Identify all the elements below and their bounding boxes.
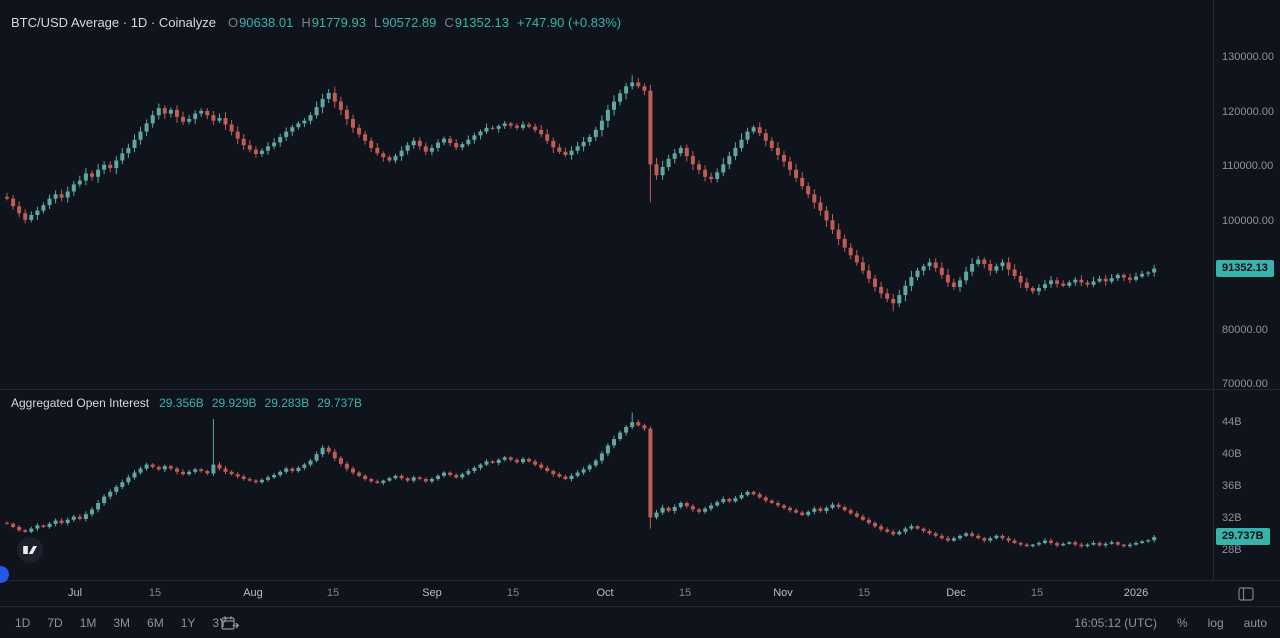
oi-value: 29.737B (317, 396, 362, 410)
drawing-toolbar-toggle[interactable] (0, 566, 9, 583)
range-button-6m[interactable]: 6M (147, 616, 164, 630)
ohlc-value: 90638.01 (239, 15, 294, 30)
time-axis-label: 15 (506, 587, 520, 599)
time-axis-label: 15 (857, 587, 871, 599)
axis-tick-label: 36B (1222, 480, 1242, 492)
axis-tick-label: 100000.00 (1222, 214, 1274, 227)
main-chart-legend: BTC/USD Average · 1D · Coinalyze O90638.… (11, 15, 621, 30)
oi-legend: Aggregated Open Interest 29.356B 29.929B 2… (11, 396, 362, 410)
time-axis-label: Jul (67, 587, 83, 599)
main-price-pane[interactable] (0, 0, 1213, 390)
time-axis-label: 15 (148, 587, 162, 599)
time-axis-label: 15 (1030, 587, 1044, 599)
axis-settings-icon[interactable] (1238, 587, 1254, 606)
time-axis-label: 2026 (1123, 587, 1149, 599)
range-button-1m[interactable]: 1M (79, 616, 97, 630)
ohlc-value: 91352.13 (454, 15, 510, 30)
ohlc-key: C (444, 15, 454, 30)
bottom-toolbar: 1D 7D 1M 3M 6M 1Y 3Y 16:05:12 (UTC)% log auto (0, 606, 1280, 638)
oi-last-value-badge: 29.737B (1216, 528, 1270, 545)
symbol-title[interactable]: BTC/USD Average · 1D · Coinalyze (11, 15, 216, 30)
open-interest-pane[interactable] (0, 390, 1213, 580)
axis-tick-label: 32B (1222, 512, 1242, 524)
go-to-date-icon[interactable] (221, 607, 239, 638)
percent-scale-button[interactable]: % (1176, 616, 1188, 630)
time-axis-label: Sep (422, 587, 442, 599)
axis-tick-label: 130000.00 (1222, 51, 1274, 63)
axis-tick-label: 110000.00 (1222, 160, 1274, 172)
log-scale-button[interactable]: log (1207, 616, 1224, 630)
price-scale-axis[interactable]: 130000.00 120000.00 110000.00 100000.00 8000… (1213, 0, 1280, 580)
time-axis-label: Nov (773, 587, 793, 599)
ohlc-key: O (227, 15, 239, 30)
axis-tick-label: 44B (1222, 416, 1242, 428)
time-axis-label: Aug (243, 587, 263, 599)
oi-value: 29.929B (211, 396, 257, 410)
oi-value: 29.356B (159, 396, 204, 410)
pane-divider[interactable] (0, 389, 1280, 390)
timezone-button[interactable]: 16:05:12 (UTC) (1074, 616, 1157, 630)
tradingview-logo[interactable] (17, 537, 43, 563)
time-axis-label: Dec (946, 587, 966, 599)
range-selector: 1D 7D 1M 3M 6M 1Y 3Y (15, 607, 227, 638)
ohlc-values: O90638.01 H91779.93 L90572.89 C91352.13 +747… (228, 15, 621, 30)
axis-tick-label: 80000.00 (1222, 323, 1268, 336)
scale-controls: 16:05:12 (UTC)% log auto (1074, 607, 1267, 638)
ohlc-key: L (373, 15, 382, 30)
range-button-3y[interactable]: 3Y (212, 616, 228, 630)
auto-scale-button[interactable]: auto (1243, 616, 1267, 630)
oi-ohlc-values: 29.356B 29.929B 29.283B 29.737B (159, 396, 362, 410)
axis-tick-label: 120000.00 (1222, 105, 1274, 118)
axis-tick-label: 28B (1222, 544, 1242, 556)
time-axis[interactable]: Jul 15 Aug 15 Sep 15 Oct 15 Nov 15 Dec 15 2026 (0, 580, 1280, 607)
ohlc-value: 90572.89 (382, 15, 437, 30)
ohlc-key: H (301, 15, 311, 30)
axis-tick-label: 70000.00 (1222, 378, 1268, 390)
last-price-badge: 91352.13 (1216, 260, 1274, 277)
oi-value: 29.283B (264, 396, 310, 410)
range-button-1d[interactable]: 1D (15, 616, 31, 630)
axis-tick-label: 40B (1222, 448, 1242, 460)
ohlc-value: 91779.93 (311, 15, 366, 30)
range-button-7d[interactable]: 7D (47, 616, 63, 630)
range-button-3m[interactable]: 3M (113, 616, 131, 630)
time-axis-label: Oct (596, 587, 614, 599)
range-button-1y[interactable]: 1Y (180, 616, 196, 630)
time-axis-label: 15 (326, 587, 340, 599)
time-axis-label: 15 (678, 587, 692, 599)
oi-title[interactable]: Aggregated Open Interest (11, 396, 150, 410)
price-change: +747.90 (+0.83%) (517, 15, 622, 30)
